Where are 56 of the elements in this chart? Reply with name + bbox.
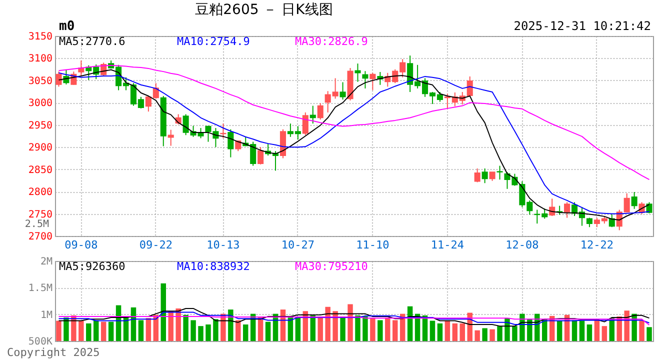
y-tick-label: 2M [40, 256, 52, 268]
x-tick-label: 09-08 [64, 238, 98, 252]
line-series [58, 308, 650, 327]
y-tick-label: 3150 [28, 32, 52, 42]
x-tick-label: 12-08 [506, 238, 539, 252]
candlestick [340, 82, 346, 100]
candlestick [317, 102, 324, 120]
text: m0 [59, 19, 75, 34]
y-tick-label: 2750 [28, 209, 52, 220]
y-tick-label: 2850 [28, 164, 52, 176]
x-tick-label: 10-27 [281, 238, 314, 252]
text: Copyright 2025 [7, 346, 100, 359]
candlestick [56, 71, 62, 88]
chart-title: 豆粕2605 － 日K线图 [195, 2, 333, 18]
candlestick [482, 168, 488, 184]
candlestick [362, 70, 368, 89]
y-tick-label: 2900 [28, 142, 52, 154]
y-tick-label: 3000 [28, 98, 52, 110]
candlestick [310, 105, 316, 124]
text: 2.5M [24, 219, 49, 230]
candlestick [586, 217, 592, 228]
candlestick [168, 129, 174, 146]
candlestick [564, 202, 570, 218]
candlestick [302, 112, 308, 136]
text: MA5:926360 [59, 260, 126, 273]
text: MA10:838932 [177, 260, 250, 273]
y-tick-label: 3100 [28, 54, 52, 65]
candlestick [258, 146, 264, 165]
candlestick [280, 128, 286, 159]
candlestick [496, 165, 503, 180]
y-tick-label: 1.5M [28, 283, 52, 294]
y-tick-label: 2950 [28, 120, 52, 132]
x-tick-label: 11-10 [356, 238, 390, 252]
line-series [58, 316, 650, 326]
y-tick-label: 2800 [28, 187, 52, 198]
candlestick [549, 198, 556, 216]
text: MA30:2826.9 [295, 35, 368, 48]
candlestick [354, 63, 361, 82]
x-tick-label: 11-24 [430, 238, 464, 252]
y-tick-label: 500K [28, 336, 52, 348]
y-tick-label: 2700 [28, 232, 52, 242]
x-tick-label: 10-13 [206, 238, 240, 252]
text: MA10:2754.9 [177, 35, 250, 48]
candlestick [474, 168, 480, 183]
text: 2025-12-31 10:21:42 [514, 19, 651, 33]
text: MA5:2770.6 [59, 35, 126, 48]
candlestick [370, 72, 376, 91]
text: MA30:795210 [295, 260, 368, 273]
y-tick-label: 1M [40, 310, 52, 321]
line-series [58, 64, 650, 180]
y-tick-label: 3050 [28, 76, 52, 87]
candlestick [228, 128, 234, 158]
line-series [58, 312, 650, 325]
x-tick-label: 09-22 [139, 238, 172, 252]
candlestick [631, 192, 638, 210]
x-tick-label: 12-22 [580, 238, 614, 252]
